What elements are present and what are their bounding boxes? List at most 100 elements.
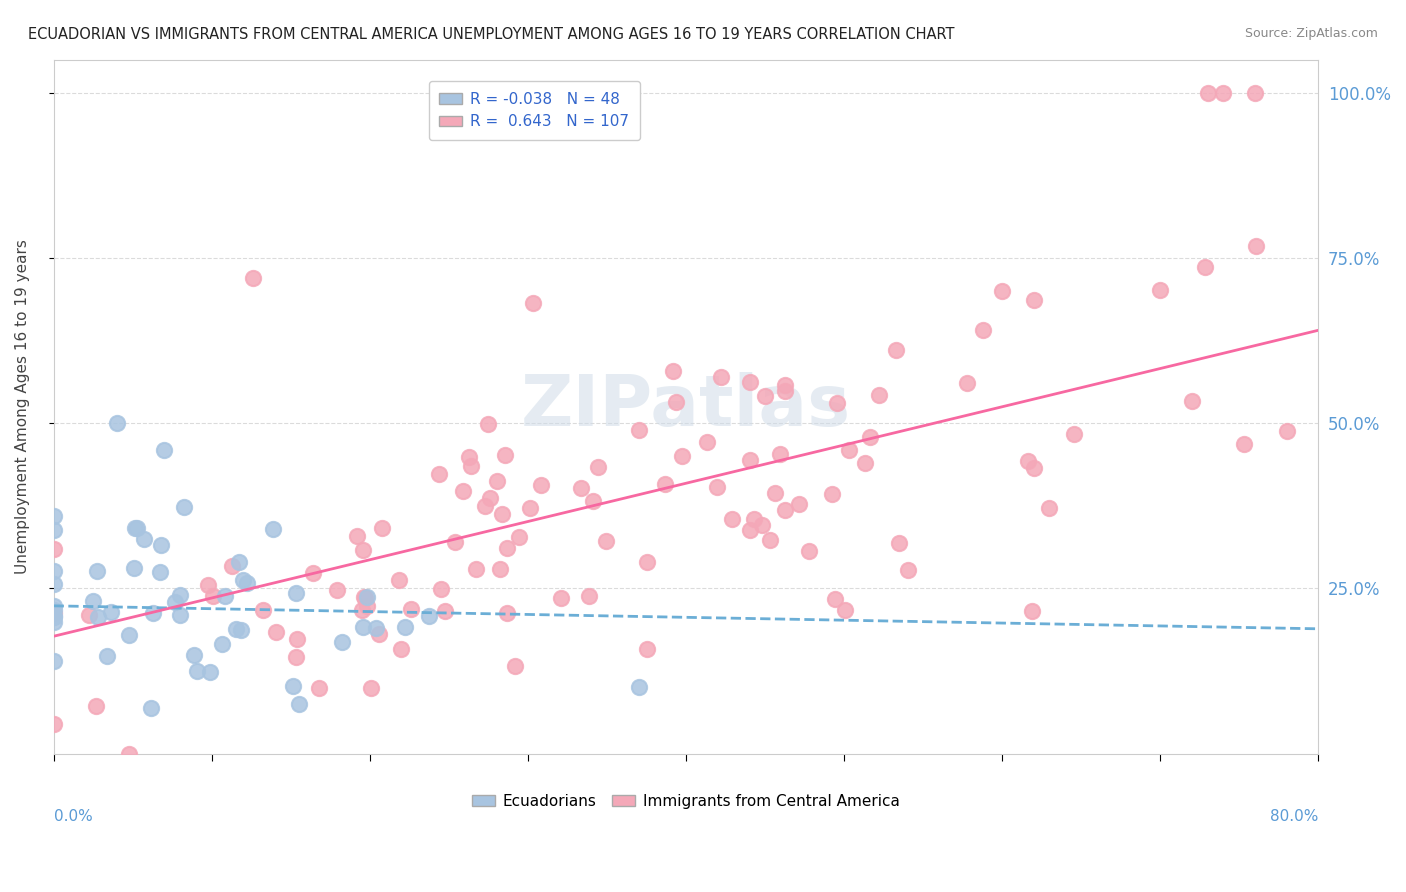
Point	[972, 323, 994, 337]
Point	[105, 416, 128, 430]
Point	[887, 536, 910, 550]
Point	[709, 370, 731, 384]
Point	[636, 555, 658, 569]
Point	[132, 532, 155, 546]
Point	[430, 582, 453, 596]
Point	[200, 665, 222, 679]
Text: Source: ZipAtlas.com: Source: ZipAtlas.com	[1244, 27, 1378, 40]
Point	[751, 518, 773, 533]
Point	[308, 681, 330, 696]
Point	[42, 603, 65, 617]
Point	[352, 620, 374, 634]
Point	[394, 620, 416, 634]
Point	[769, 447, 792, 461]
Point	[228, 555, 250, 569]
Point	[1149, 283, 1171, 297]
Point	[1022, 461, 1045, 475]
Point	[884, 343, 907, 357]
Point	[281, 679, 304, 693]
Point	[346, 529, 368, 543]
Point	[824, 591, 846, 606]
Text: 0.0%: 0.0%	[53, 809, 93, 824]
Point	[465, 562, 488, 576]
Point	[550, 591, 572, 606]
Point	[183, 648, 205, 663]
Point	[197, 578, 219, 592]
Point	[758, 533, 780, 547]
Point	[201, 589, 224, 603]
Point	[443, 534, 465, 549]
Point	[838, 443, 860, 458]
Point	[252, 602, 274, 616]
Point	[1038, 501, 1060, 516]
Point	[285, 632, 308, 646]
Point	[225, 622, 247, 636]
Point	[370, 521, 392, 535]
Point	[360, 681, 382, 696]
Point	[242, 271, 264, 285]
Point	[671, 449, 693, 463]
Point	[127, 521, 149, 535]
Text: ZIPatlas: ZIPatlas	[520, 372, 851, 441]
Point	[738, 453, 761, 467]
Point	[868, 388, 890, 402]
Y-axis label: Unemployment Among Ages 16 to 19 years: Unemployment Among Ages 16 to 19 years	[15, 239, 30, 574]
Point	[1063, 427, 1085, 442]
Point	[149, 566, 172, 580]
Point	[42, 615, 65, 630]
Point	[82, 594, 104, 608]
Point	[665, 395, 688, 409]
Point	[1194, 260, 1216, 274]
Point	[991, 284, 1014, 298]
Point	[42, 599, 65, 614]
Point	[1244, 86, 1267, 100]
Point	[821, 487, 844, 501]
Point	[235, 575, 257, 590]
Point	[460, 458, 482, 473]
Point	[696, 434, 718, 449]
Point	[627, 681, 650, 695]
Point	[508, 531, 530, 545]
Point	[186, 664, 208, 678]
Point	[763, 485, 786, 500]
Point	[142, 606, 165, 620]
Point	[356, 591, 378, 605]
Point	[364, 620, 387, 634]
Point	[42, 523, 65, 537]
Point	[352, 542, 374, 557]
Point	[434, 603, 457, 617]
Point	[354, 591, 377, 605]
Point	[486, 474, 509, 488]
Point	[418, 608, 440, 623]
Point	[285, 585, 308, 599]
Point	[775, 384, 797, 398]
Point	[661, 364, 683, 378]
Point	[827, 396, 849, 410]
Point	[773, 377, 796, 392]
Point	[453, 484, 475, 499]
Point	[578, 589, 600, 603]
Point	[595, 533, 617, 548]
Point	[457, 450, 479, 464]
Point	[773, 503, 796, 517]
Point	[1212, 86, 1234, 100]
Point	[627, 423, 650, 437]
Point	[569, 481, 592, 495]
Point	[474, 500, 496, 514]
Point	[87, 610, 110, 624]
Point	[834, 603, 856, 617]
Point	[330, 635, 353, 649]
Point	[368, 627, 391, 641]
Point	[956, 376, 979, 391]
Point	[302, 566, 325, 580]
Point	[754, 389, 776, 403]
Point	[326, 582, 349, 597]
Point	[211, 638, 233, 652]
Point	[721, 512, 744, 526]
Point	[232, 574, 254, 588]
Point	[1017, 454, 1039, 468]
Point	[150, 538, 173, 552]
Point	[124, 521, 146, 535]
Point	[153, 442, 176, 457]
Point	[169, 588, 191, 602]
